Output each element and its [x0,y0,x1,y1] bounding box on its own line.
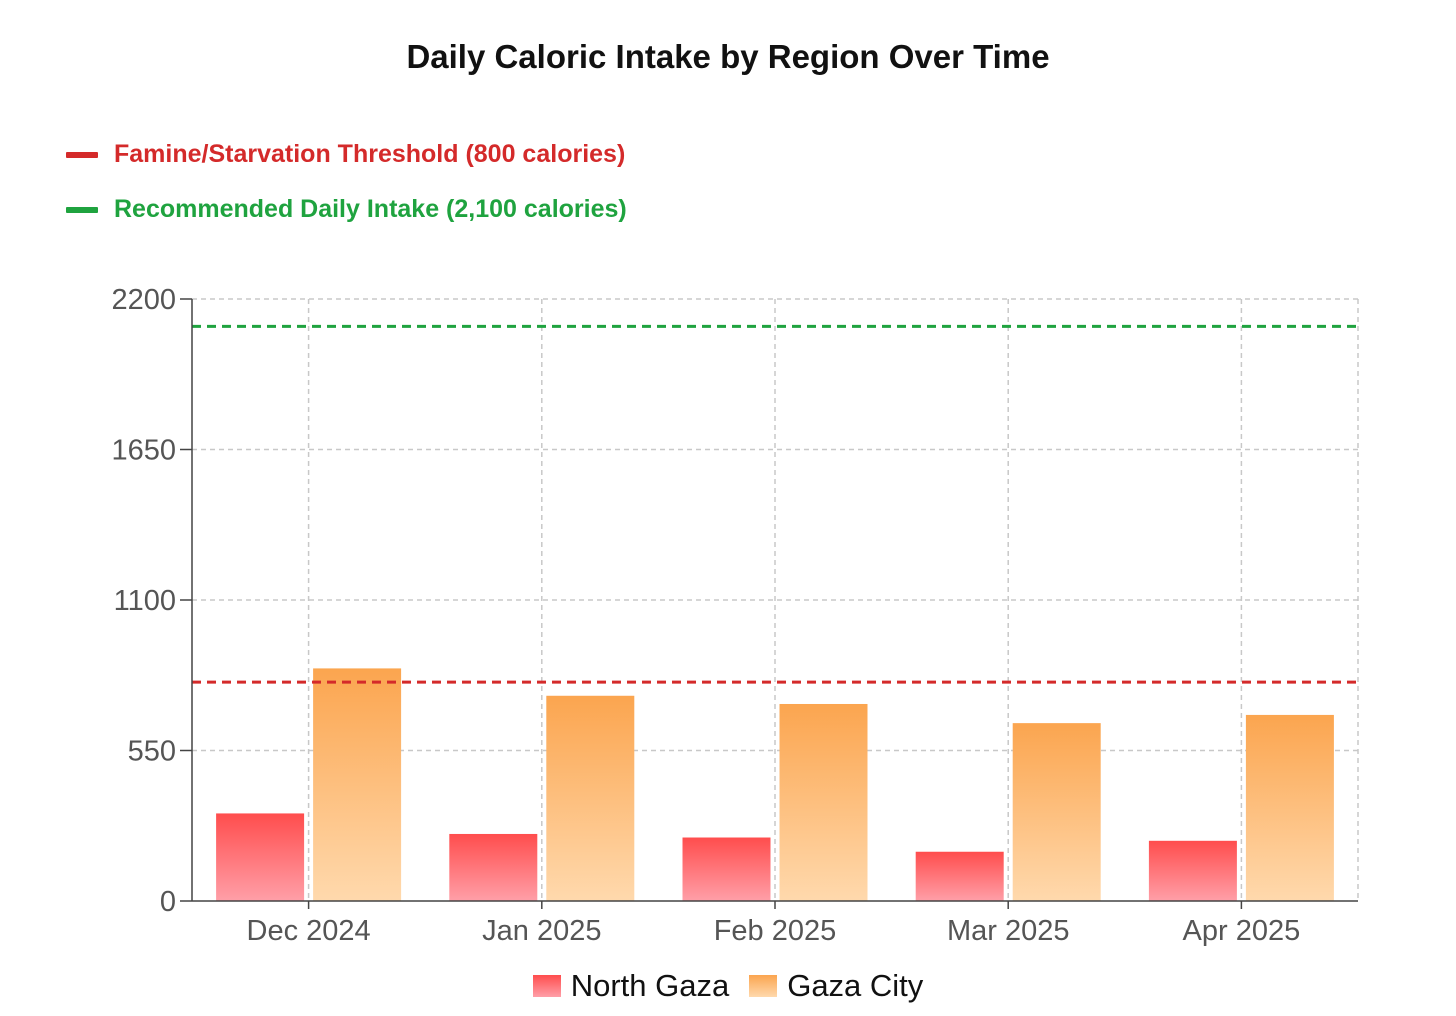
legend-item-gaza-city[interactable]: Gaza City [749,968,923,1004]
bar-gaza-city[interactable] [313,668,402,901]
bar-north-gaza[interactable] [216,813,305,901]
legend-item-north-gaza[interactable]: North Gaza [532,968,730,1004]
y-tick-label: 1650 [111,435,176,467]
x-tick-label: Dec 2024 [247,915,371,947]
series-legend: North Gaza Gaza City [0,968,1456,1004]
x-tick-label: Mar 2025 [947,915,1070,947]
bar-north-gaza[interactable] [449,833,538,901]
famine-threshold-label: Famine/Starvation Threshold (800 calorie… [114,140,626,168]
bar-gaza-city[interactable] [1245,714,1334,901]
y-tick-label: 2200 [111,284,176,316]
bar-gaza-city[interactable] [546,695,635,901]
y-tick-label: 550 [128,736,176,768]
north-gaza-swatch [532,975,561,997]
chart-title: Daily Caloric Intake by Region Over Time [406,38,1050,75]
gaza-city-swatch [749,975,778,997]
recommended-intake-label: Recommended Daily Intake (2,100 calories… [114,195,627,223]
y-tick-label: 0 [160,886,176,918]
bar-north-gaza[interactable] [1148,840,1237,901]
bar-north-gaza[interactable] [682,837,771,901]
y-tick-label: 1100 [114,585,176,617]
recommended-intake-legend: Recommended Daily Intake (2,100 calories… [66,195,627,224]
bar-north-gaza[interactable] [915,851,1004,901]
famine-threshold-swatch [66,151,98,158]
gaza-city-legend-label: Gaza City [787,968,924,1003]
x-tick-label: Apr 2025 [1183,915,1301,947]
bar-gaza-city[interactable] [1012,723,1101,901]
recommended-intake-swatch [66,206,98,213]
bar-gaza-city[interactable] [779,703,868,901]
north-gaza-legend-label: North Gaza [570,968,730,1003]
x-tick-label: Feb 2025 [714,915,837,947]
x-tick-label: Jan 2025 [482,915,601,947]
famine-threshold-legend: Famine/Starvation Threshold (800 calorie… [66,140,625,169]
